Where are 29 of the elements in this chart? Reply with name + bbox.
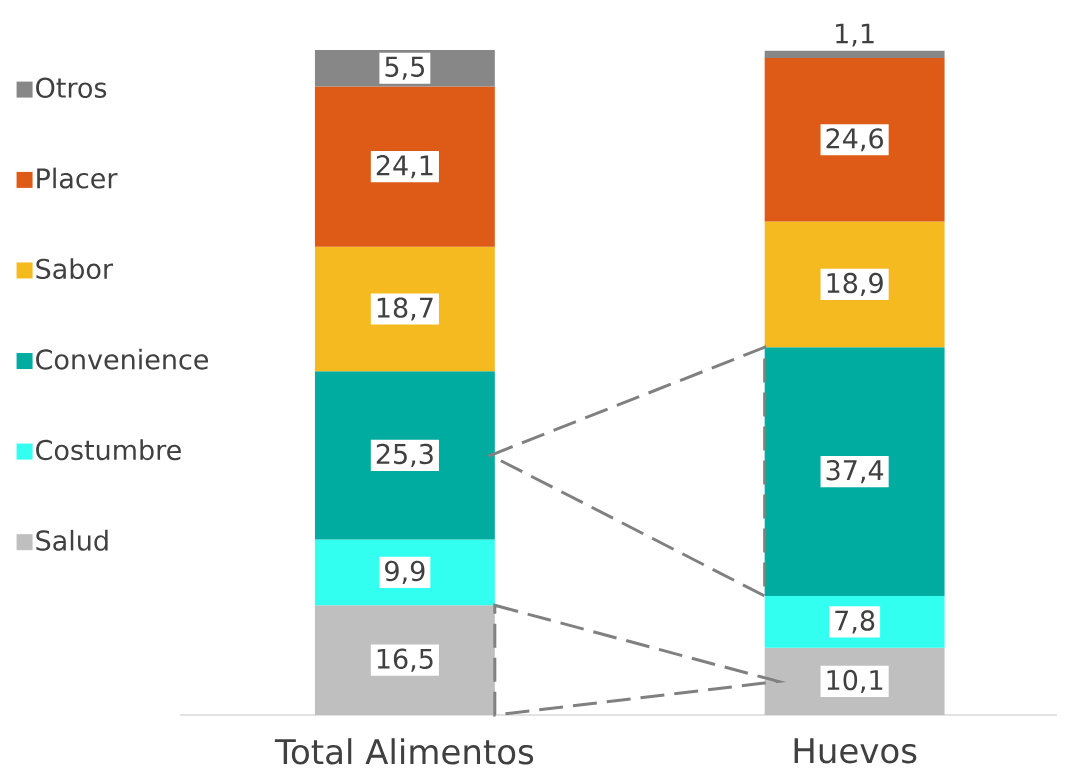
legend-label: Otros [36, 77, 107, 98]
bar [764, 57, 945, 222]
data-label: 16,5 [377, 648, 433, 672]
data-label: 24,1 [376, 155, 433, 179]
bar [314, 86, 495, 247]
bar [314, 539, 495, 606]
bar [314, 371, 495, 540]
legend-label: Convenience [36, 348, 209, 370]
data-label: 9,9 [385, 560, 425, 584]
data-label: 37,4 [826, 460, 884, 484]
data-label: 18,7 [377, 297, 433, 321]
bar [314, 246, 495, 372]
legend-label: Placer [37, 167, 118, 189]
bar [314, 605, 495, 715]
legend-label: Costumbre [36, 439, 181, 461]
x-tick-label: Total Alimentos [274, 738, 534, 765]
bar [764, 50, 945, 58]
bar [764, 221, 945, 348]
x-tick-label: Huevos [794, 738, 917, 764]
legend-label: Salud [36, 529, 108, 551]
data-label: 18,9 [827, 272, 883, 296]
data-label: 24,6 [826, 128, 883, 152]
bar [764, 347, 945, 596]
data-label: 7,8 [835, 610, 875, 634]
data-label: 25,3 [376, 443, 433, 467]
data-label: 10,1 [827, 669, 883, 693]
legend-label: Sabor [36, 258, 114, 280]
data-label: 1,1 [836, 23, 874, 47]
data-label: 5,5 [385, 56, 424, 80]
